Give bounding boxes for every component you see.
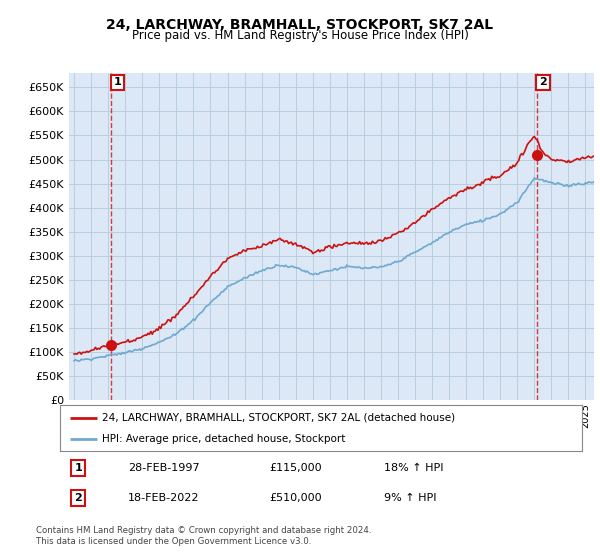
Text: 18-FEB-2022: 18-FEB-2022 <box>128 493 199 503</box>
Text: 1: 1 <box>113 77 121 87</box>
Text: HPI: Average price, detached house, Stockport: HPI: Average price, detached house, Stoc… <box>102 435 345 444</box>
Text: £115,000: £115,000 <box>269 463 322 473</box>
Text: 24, LARCHWAY, BRAMHALL, STOCKPORT, SK7 2AL (detached house): 24, LARCHWAY, BRAMHALL, STOCKPORT, SK7 2… <box>102 413 455 423</box>
Text: 2: 2 <box>74 493 82 503</box>
Text: 1: 1 <box>74 463 82 473</box>
Text: Contains HM Land Registry data © Crown copyright and database right 2024.
This d: Contains HM Land Registry data © Crown c… <box>36 526 371 546</box>
Text: 24, LARCHWAY, BRAMHALL, STOCKPORT, SK7 2AL: 24, LARCHWAY, BRAMHALL, STOCKPORT, SK7 2… <box>106 18 494 32</box>
Text: 28-FEB-1997: 28-FEB-1997 <box>128 463 199 473</box>
Text: 9% ↑ HPI: 9% ↑ HPI <box>383 493 436 503</box>
Text: £510,000: £510,000 <box>269 493 322 503</box>
Text: 18% ↑ HPI: 18% ↑ HPI <box>383 463 443 473</box>
Text: 2: 2 <box>539 77 547 87</box>
Text: Price paid vs. HM Land Registry's House Price Index (HPI): Price paid vs. HM Land Registry's House … <box>131 29 469 42</box>
